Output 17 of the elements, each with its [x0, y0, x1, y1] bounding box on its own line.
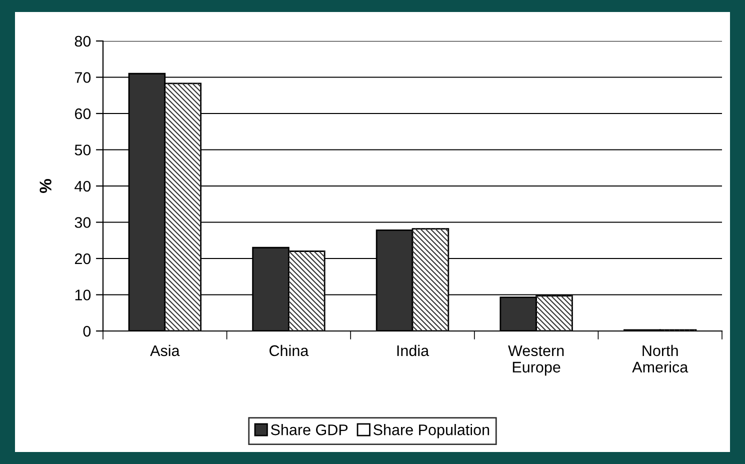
x-tick-label: Asia [150, 344, 180, 356]
y-tick-label: 30 [74, 217, 91, 228]
y-tick-label: 70 [74, 72, 91, 83]
y-tick-label: 60 [74, 108, 91, 120]
x-tick-label: North America [632, 344, 688, 373]
y-axis-title: % [40, 179, 52, 193]
y-tick-label: 10 [75, 290, 91, 300]
y-tick-label: 20 [74, 253, 91, 264]
y-tick-label: 80 [74, 36, 91, 47]
legend-label: Share GDP [270, 424, 348, 436]
y-tick-label: 40 [74, 180, 91, 192]
x-tick-label: Western Europe [508, 345, 564, 376]
y-tick-label: 0 [83, 326, 91, 337]
x-tick-label: India [397, 344, 430, 356]
y-tick-label: 50 [74, 144, 91, 156]
legend-label: Share Population [374, 424, 490, 438]
x-tick-label: China [270, 344, 309, 356]
